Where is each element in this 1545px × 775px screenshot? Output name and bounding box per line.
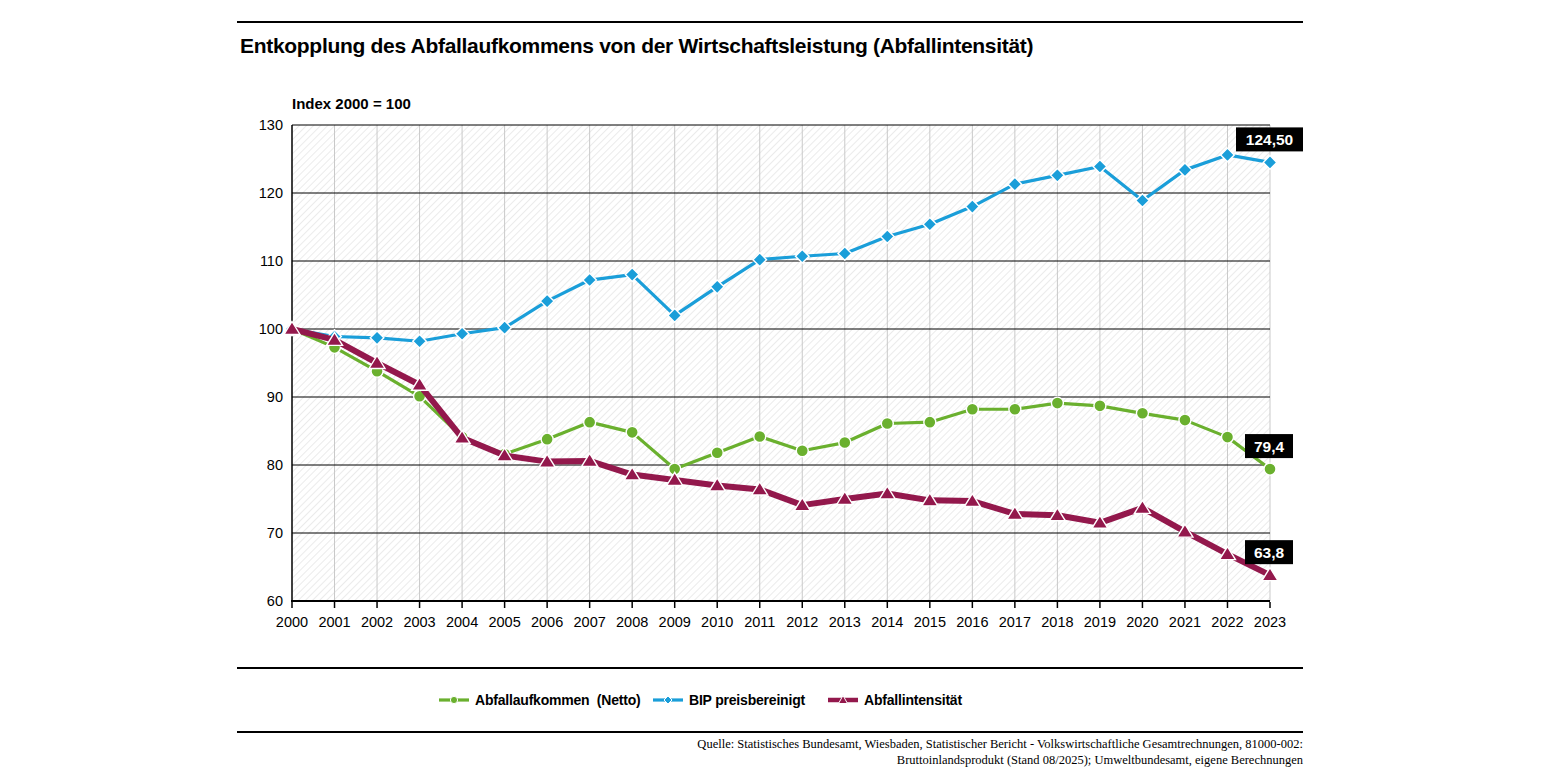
y-tick-label: 130 (259, 117, 283, 133)
x-tick-label: 2009 (659, 614, 691, 630)
series-0-marker (1094, 400, 1106, 412)
y-tick-label: 80 (267, 457, 283, 473)
legend-label-bip: BIP preisbereinigt (689, 692, 805, 708)
y-tick-label: 100 (259, 321, 283, 337)
series-0-marker (1264, 463, 1276, 475)
x-tick-label: 2007 (574, 614, 606, 630)
x-tick-label: 2015 (914, 614, 946, 630)
y-tick-label: 60 (267, 593, 283, 609)
series-0-marker (1179, 414, 1191, 426)
abfallintensitaet-line-swatch-icon (827, 693, 859, 707)
line-chart-plot: 60 70 80 90 100 110 120 130 2000 2001 2002 2003 2004… (0, 0, 1545, 680)
x-tick-label: 2013 (829, 614, 861, 630)
y-tick-label: 110 (260, 253, 283, 269)
series-0-marker (924, 416, 936, 428)
x-tick-label: 2006 (531, 614, 563, 630)
legend-item-bip: BIP preisbereinigt (652, 691, 805, 709)
legend-item-abfallintensitaet: Abfallintensität (827, 691, 962, 709)
x-tick-label: 2014 (871, 614, 903, 630)
legend-bottom-rule (237, 731, 1303, 733)
y-tick-label: 70 (267, 525, 283, 541)
x-tick-label: 2010 (701, 614, 733, 630)
series-0-marker (796, 445, 808, 457)
x-tick-label: 2000 (276, 614, 308, 630)
y-tick-label: 120 (259, 185, 283, 201)
source-line-2: Bruttoinlandsprodukt (Stand 08/2025); Um… (697, 752, 1303, 768)
series-0-marker (881, 418, 893, 430)
series-0-marker (839, 437, 851, 449)
legend-swatch-marker (664, 696, 672, 704)
legend-swatch-marker (450, 696, 457, 703)
x-tick-label: 2008 (616, 614, 648, 630)
end-label-text-2: 63,8 (1254, 544, 1285, 561)
source-note: Quelle: Statistisches Bundesamt, Wiesbad… (697, 736, 1303, 768)
series-0-marker (754, 430, 766, 442)
x-tick-label: 2011 (744, 614, 775, 630)
legend-item-abfallaufkommen: Abfallaufkommen (Netto) (438, 691, 641, 709)
series-0-marker (1051, 397, 1063, 409)
series-0-marker (1009, 403, 1021, 415)
bip-line-swatch-icon (652, 693, 684, 707)
end-label-text-0: 79,4 (1254, 438, 1285, 455)
chart-figure: Entkopplung des Abfallaufkommens von der… (0, 0, 1545, 775)
series-0-marker (1136, 407, 1148, 419)
series-0-marker (584, 416, 596, 428)
legend-top-rule (237, 667, 1303, 669)
y-tick-label: 90 (267, 389, 283, 405)
series-0-marker (541, 433, 553, 445)
series-0-marker (711, 447, 723, 459)
x-tick-label: 2019 (1084, 614, 1116, 630)
series-0-marker (626, 426, 638, 438)
series-0-marker (1221, 431, 1233, 443)
x-tick-label: 2017 (999, 614, 1031, 630)
source-line-1: Quelle: Statistisches Bundesamt, Wiesbad… (697, 736, 1303, 752)
x-tick-label: 2001 (318, 614, 350, 630)
abfallaufkommen-line-swatch-icon (438, 693, 470, 707)
x-tick-label: 2004 (446, 614, 478, 630)
x-tick-label: 2003 (403, 614, 435, 630)
x-tick-label: 2021 (1169, 614, 1201, 630)
x-tick-label: 2002 (361, 614, 393, 630)
x-tick-label: 2022 (1211, 614, 1243, 630)
series-0-marker (966, 403, 978, 415)
plot-background (292, 125, 1270, 601)
x-tick-label: 2012 (786, 614, 818, 630)
x-tick-label: 2005 (488, 614, 520, 630)
x-tick-label: 2020 (1126, 614, 1158, 630)
x-tick-label: 2016 (956, 614, 988, 630)
x-tick-label: 2023 (1254, 614, 1286, 630)
legend-label-abfallaufkommen: Abfallaufkommen (Netto) (475, 692, 641, 708)
legend-label-abfallintensitaet: Abfallintensität (864, 692, 962, 708)
x-tick-label: 2018 (1041, 614, 1073, 630)
end-label-text-1: 124,50 (1246, 131, 1293, 148)
